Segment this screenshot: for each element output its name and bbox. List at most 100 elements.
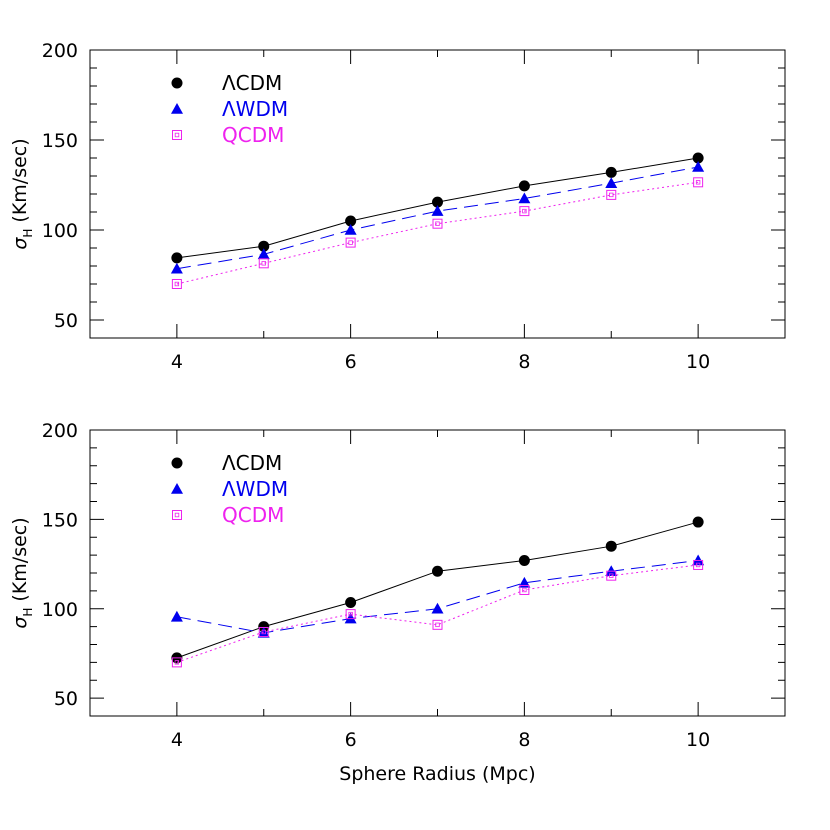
data-point-inner xyxy=(261,261,266,266)
legend-marker xyxy=(171,103,183,114)
data-point-inner xyxy=(522,208,527,214)
data-point-inner xyxy=(609,192,614,198)
x-tick-label: 4 xyxy=(171,729,183,751)
data-point xyxy=(518,554,530,566)
x-tick-label: 6 xyxy=(345,351,357,373)
x-tick-label: 10 xyxy=(686,351,710,373)
y-tick-label: 50 xyxy=(54,310,78,332)
data-point xyxy=(518,576,531,588)
data-point xyxy=(605,177,618,188)
data-point xyxy=(345,237,356,248)
data-point xyxy=(432,218,443,229)
data-point xyxy=(345,609,356,620)
data-point-inner xyxy=(174,281,180,287)
legend-marker xyxy=(171,77,183,89)
data-point xyxy=(258,626,269,637)
data-point-inner xyxy=(348,240,353,245)
legend-marker xyxy=(172,510,182,520)
data-point xyxy=(432,196,443,208)
data-point xyxy=(431,602,444,614)
y-tick-label: 150 xyxy=(42,509,78,531)
data-point xyxy=(606,189,617,200)
data-point xyxy=(432,565,443,577)
y-axis-label-symbol: σ xyxy=(9,237,31,250)
legend-marker-inner xyxy=(174,132,180,138)
data-point-inner xyxy=(261,629,266,635)
legend-label: QCDM xyxy=(222,503,284,527)
data-point xyxy=(171,279,182,289)
x-tick-label: 10 xyxy=(686,729,710,751)
data-point xyxy=(605,565,618,577)
plot-frame xyxy=(89,49,786,339)
series-1 xyxy=(171,516,704,664)
x-tick-label: 4 xyxy=(171,351,183,373)
y-axis-label-symbol: σ xyxy=(9,616,31,629)
legend-marker xyxy=(171,457,183,469)
data-point xyxy=(432,619,443,630)
y-axis-label: σH (Km/sec) xyxy=(9,517,35,628)
series-3 xyxy=(171,559,704,668)
data-point xyxy=(692,152,704,164)
legend-label: ΛWDM xyxy=(222,477,288,501)
data-point xyxy=(344,224,357,235)
data-point xyxy=(518,192,531,204)
data-point-inner xyxy=(609,573,614,578)
series-3 xyxy=(171,177,704,289)
data-point xyxy=(518,180,530,192)
y-tick-label: 150 xyxy=(42,130,78,152)
data-point xyxy=(170,262,183,274)
data-point-inner xyxy=(435,221,440,226)
legend-marker xyxy=(171,483,183,494)
data-point xyxy=(692,516,704,528)
data-point xyxy=(605,166,617,178)
y-axis-label-unit: (Km/sec) xyxy=(9,517,31,601)
x-axis-label: Sphere Radius (Mpc) xyxy=(339,763,535,785)
series-line xyxy=(176,564,699,663)
y-axis-label: σH (Km/sec) xyxy=(9,138,35,249)
data-point-inner xyxy=(695,562,701,568)
data-point xyxy=(258,621,270,633)
y-tick-label: 50 xyxy=(54,688,78,710)
data-point xyxy=(170,610,183,622)
legend-marker-inner xyxy=(174,512,180,518)
y-tick-label: 100 xyxy=(42,599,78,621)
y-axis-label-subscript: H xyxy=(21,608,35,617)
data-point xyxy=(345,215,357,227)
x-tick-label: 8 xyxy=(518,351,530,373)
data-point xyxy=(258,240,270,252)
data-point xyxy=(344,612,357,624)
data-point-inner xyxy=(695,180,701,185)
data-point xyxy=(171,657,182,668)
data-point xyxy=(606,570,617,581)
data-point xyxy=(519,206,530,217)
data-point-inner xyxy=(522,587,527,593)
y-axis-label-subscript: H xyxy=(21,229,35,238)
legend-label: ΛWDM xyxy=(222,97,288,121)
legend-marker xyxy=(172,130,182,140)
data-point xyxy=(605,540,617,552)
data-point xyxy=(258,258,269,269)
data-point xyxy=(431,205,444,216)
data-point xyxy=(171,252,183,264)
y-tick-label: 200 xyxy=(42,420,78,442)
x-tick-label: 6 xyxy=(345,729,357,751)
data-point-inner xyxy=(435,622,440,628)
data-point-inner xyxy=(348,611,353,617)
data-point xyxy=(692,161,705,172)
data-point xyxy=(693,177,704,188)
series-line xyxy=(176,166,699,270)
data-point xyxy=(345,596,357,608)
y-axis-label-unit: (Km/sec) xyxy=(9,138,31,222)
legend-label: ΛCDM xyxy=(222,71,282,95)
y-tick-label: 200 xyxy=(42,40,78,62)
data-point-inner xyxy=(174,660,180,665)
data-point xyxy=(693,559,704,570)
legend-label: QCDM xyxy=(222,123,284,147)
legend-label: ΛCDM xyxy=(222,451,282,475)
series-1 xyxy=(171,152,704,264)
data-point xyxy=(692,554,705,566)
